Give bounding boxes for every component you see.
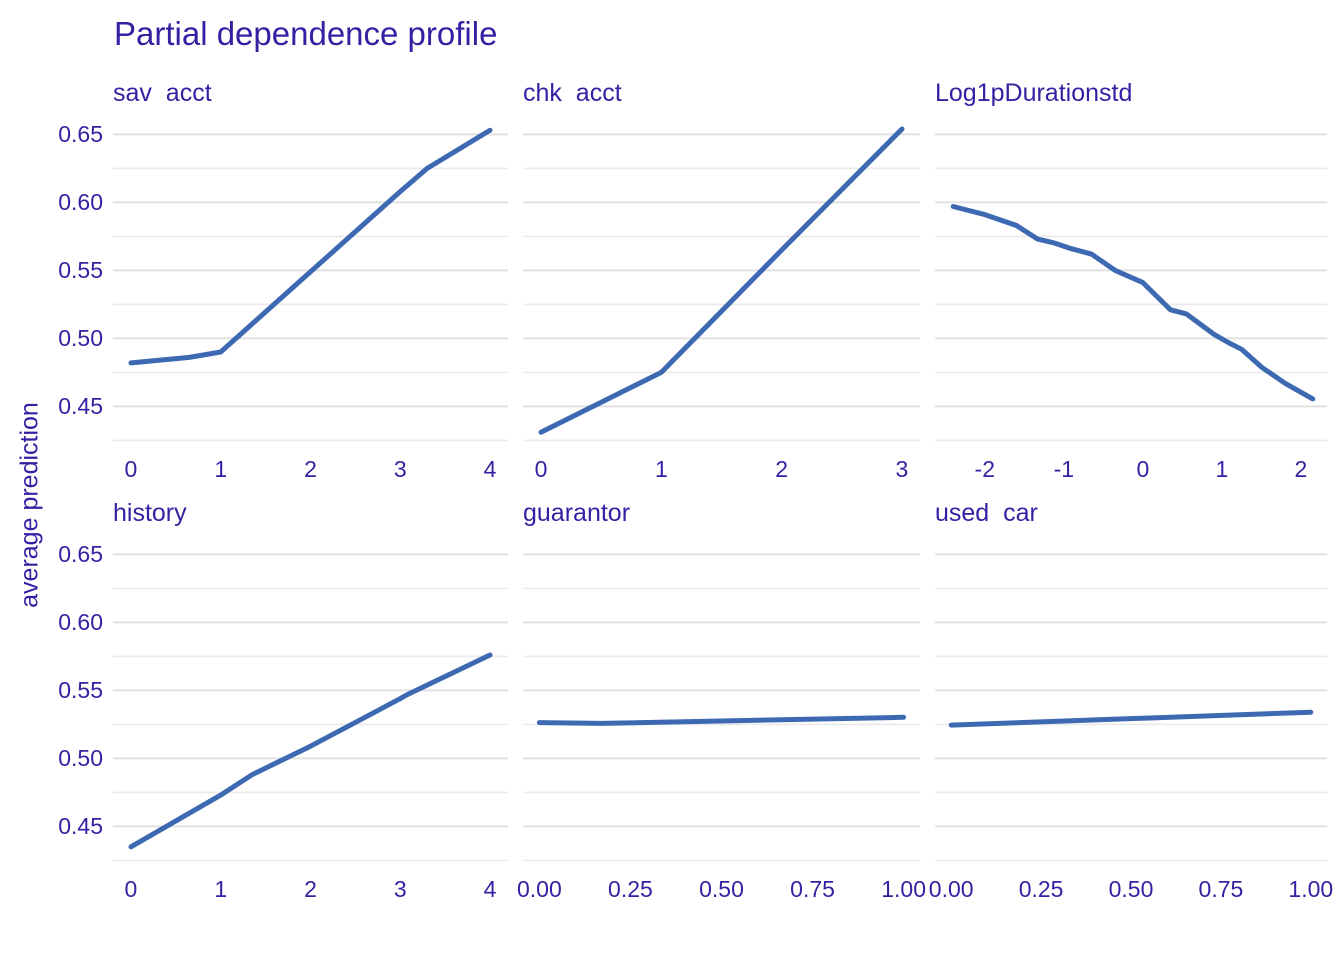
- pdp-line: [948, 709, 1314, 728]
- y-tick-label: 0.45: [58, 813, 103, 840]
- y-axis-title: average prediction: [15, 402, 44, 608]
- pdp-line: [536, 714, 907, 726]
- x-tick-label: 0: [124, 876, 138, 902]
- y-tick-label: 0.55: [58, 257, 103, 284]
- x-tick-label: 1: [214, 876, 228, 902]
- x-tick-label: 1.00: [1288, 876, 1334, 902]
- chart-title: Partial dependence profile: [114, 15, 498, 52]
- x-tick-label: 0: [534, 456, 548, 482]
- facet-strip-label: Log1pDurationstd: [935, 79, 1133, 107]
- pdp-line: [950, 204, 1316, 402]
- x-tick-label: 1: [214, 456, 228, 482]
- x-tick-label: 1: [654, 456, 668, 482]
- x-tick-label: 0.75: [790, 876, 835, 902]
- pdp-line: [128, 127, 493, 366]
- y-tick-label: 0.50: [58, 745, 103, 772]
- x-tick-label: 0: [124, 456, 138, 482]
- x-tick-label: 4: [483, 876, 497, 902]
- x-tick-label: 2: [304, 456, 317, 482]
- x-tick-label: 2: [1294, 456, 1308, 482]
- x-tick-label: 0.00: [928, 876, 974, 902]
- x-tick-label: 0.25: [1018, 876, 1064, 902]
- y-tick-label: 0.65: [58, 541, 103, 568]
- facet-strip-label: guarantor: [523, 499, 631, 527]
- x-tick-label: 0.75: [1198, 876, 1244, 902]
- x-tick-label: 1: [1215, 456, 1229, 482]
- x-tick-label: 3: [895, 456, 909, 482]
- y-tick-label: 0.60: [58, 609, 103, 636]
- x-tick-label: 0.50: [1108, 876, 1154, 902]
- facet-strip-label: used car: [935, 499, 1038, 527]
- facet-strip-label: chk acct: [523, 79, 622, 107]
- pdp-line: [538, 126, 905, 435]
- x-tick-label: 0: [1136, 456, 1150, 482]
- facet-strip-label: sav acct: [113, 79, 212, 107]
- facet-panel: [523, 553, 920, 862]
- facet-panel: [113, 127, 508, 442]
- y-tick-label: 0.55: [58, 677, 103, 704]
- x-tick-label: -2: [974, 456, 996, 482]
- facet-panel: [935, 553, 1327, 862]
- x-tick-label: -1: [1053, 456, 1075, 482]
- y-tick-label: 0.45: [58, 393, 103, 420]
- facet-panel: [113, 553, 508, 862]
- x-tick-label: 0.00: [516, 876, 562, 902]
- y-tick-label: 0.50: [58, 325, 103, 352]
- x-tick-label: 3: [393, 456, 407, 482]
- facet-strip-label: history: [113, 499, 187, 527]
- x-tick-label: 0.25: [608, 876, 653, 902]
- x-tick-label: 0.50: [699, 876, 744, 902]
- y-tick-label: 0.60: [58, 189, 103, 216]
- facet-panel: [935, 133, 1327, 442]
- x-tick-label: 1.00: [881, 876, 926, 902]
- y-tick-label: 0.65: [58, 121, 103, 148]
- x-tick-label: 3: [393, 876, 407, 902]
- pdp-line: [128, 652, 493, 850]
- x-tick-label: 2: [775, 456, 789, 482]
- x-tick-label: 2: [304, 876, 317, 902]
- facet-panel: [523, 126, 920, 442]
- x-tick-label: 4: [483, 456, 497, 482]
